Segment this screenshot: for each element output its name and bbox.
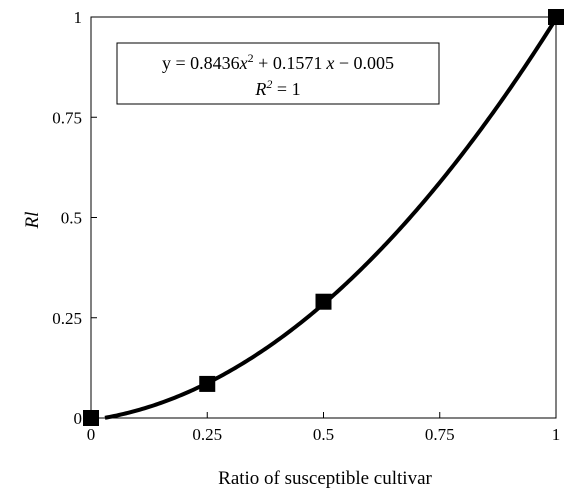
x-axis-label: Ratio of susceptible cultivar bbox=[218, 468, 432, 489]
y-tick-label: 0 bbox=[74, 409, 83, 428]
equation-box bbox=[116, 42, 440, 105]
data-point bbox=[199, 375, 216, 392]
x-tick-label: 0 bbox=[87, 425, 96, 444]
y-tick-label: 0.25 bbox=[52, 309, 82, 328]
x-tick-label: 1 bbox=[552, 425, 561, 444]
y-axis-label: Rl bbox=[22, 212, 43, 230]
x-tick-label: 0.25 bbox=[192, 425, 222, 444]
r-squared-text: R2 = 1 bbox=[254, 77, 300, 99]
y-tick-label: 1 bbox=[74, 8, 83, 27]
ticks-layer: 0 0.25 0.5 0.75 1 0 0.25 0.5 0.75 1 bbox=[52, 8, 560, 444]
equation-text: y = 0.8436x2 + 0.1571 x − 0.005 bbox=[162, 51, 394, 73]
data-point bbox=[548, 9, 564, 25]
data-point bbox=[315, 293, 332, 310]
y-tick-label: 0.5 bbox=[61, 209, 82, 228]
x-tick-label: 0.5 bbox=[313, 425, 334, 444]
y-tick-label: 0.75 bbox=[52, 108, 82, 127]
x-tick-label: 0.75 bbox=[425, 425, 455, 444]
